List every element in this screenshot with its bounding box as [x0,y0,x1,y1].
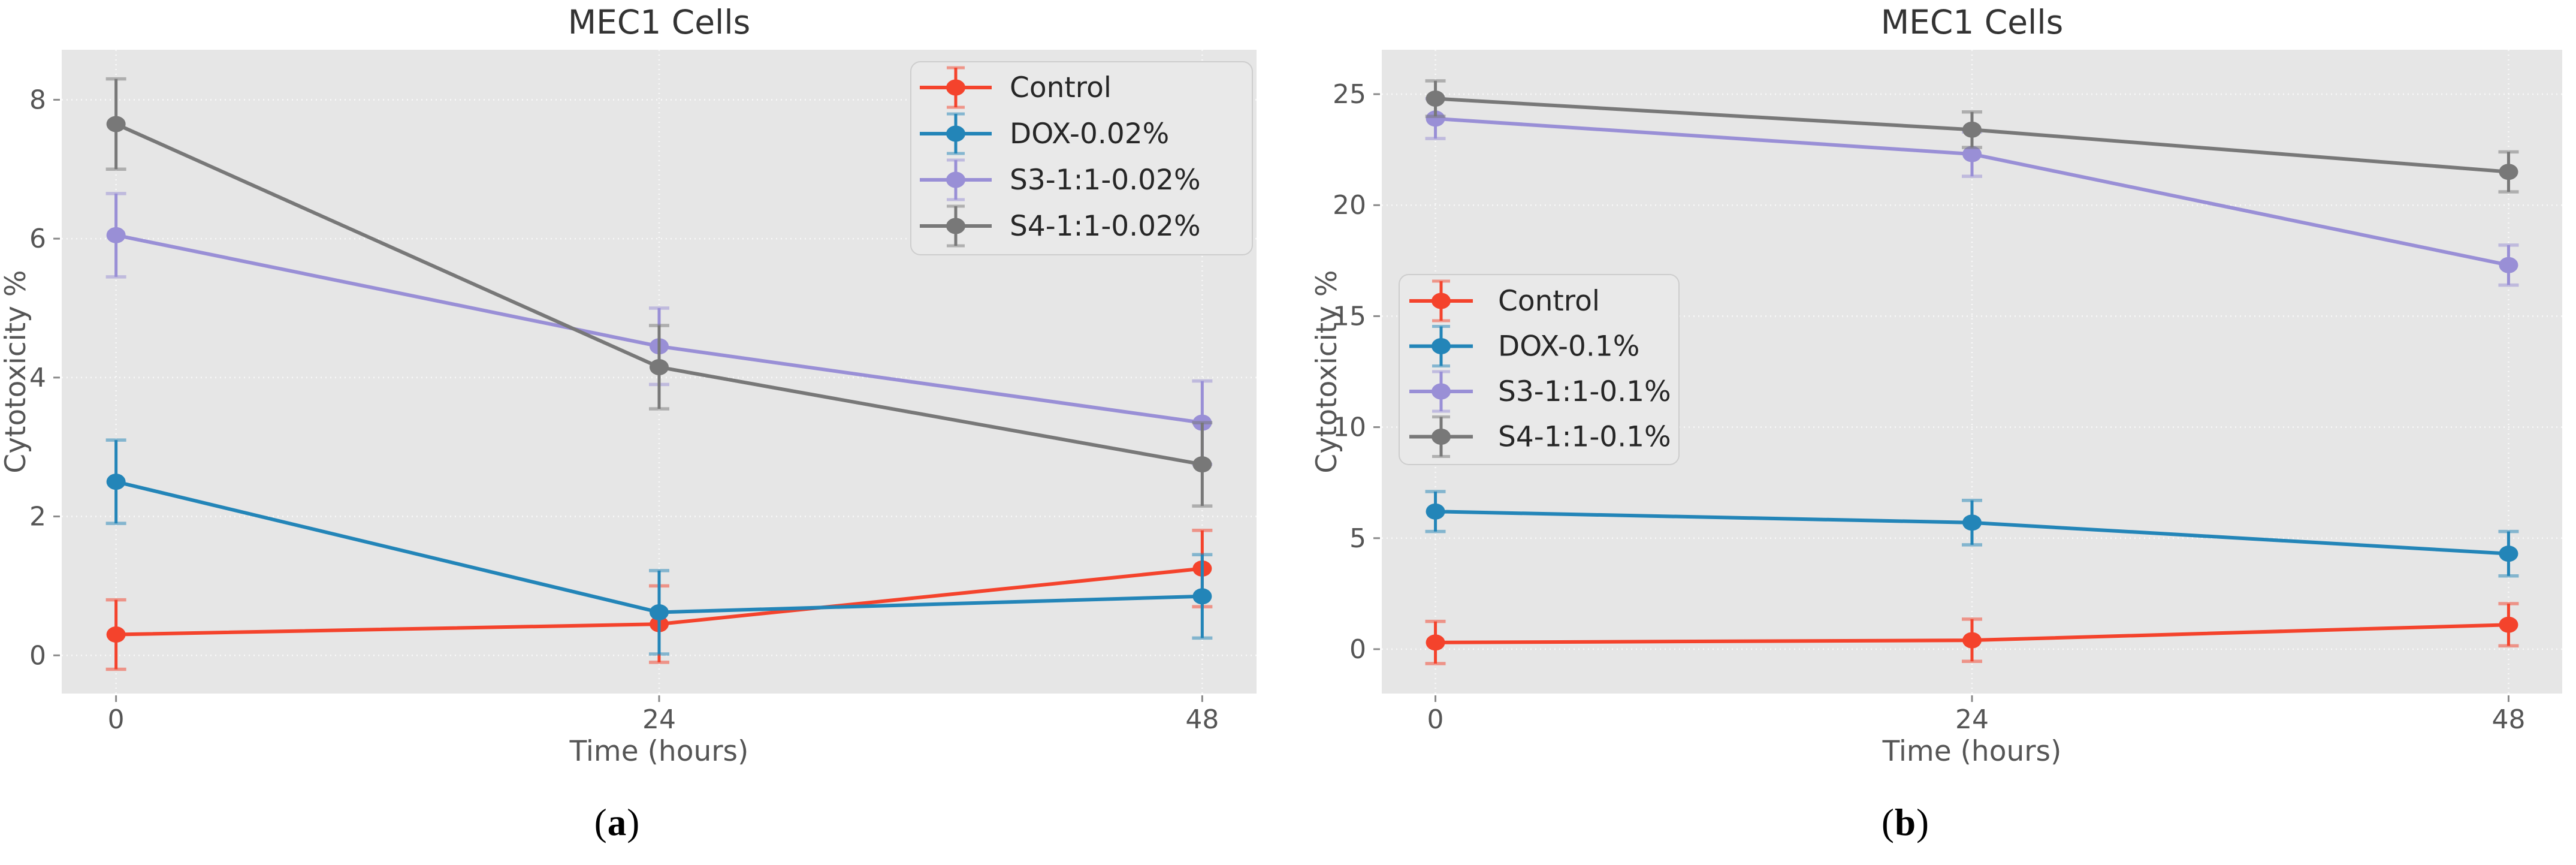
y-tick-label: 15 [1333,301,1366,331]
legend-label: S4-1:1-0.1% [1498,421,1671,454]
y-tick-label: 0 [1349,634,1366,665]
legend-marker-dot [1432,383,1451,400]
data-point-S4-1:1-0.02%-24h [650,358,669,375]
legend-label: DOX-0.1% [1498,330,1639,363]
legend-label: S4-1:1-0.02% [1010,210,1201,243]
legend-label: DOX-0.02% [1010,117,1169,150]
legend-label: Control [1010,71,1112,104]
y-axis-label: Cytotoxicity % [0,270,32,473]
y-tick-label: 0 [29,640,46,671]
y-tick-label: 4 [29,363,46,393]
y-tick-label: 10 [1333,412,1366,443]
data-point-Control-0h [106,626,126,643]
legend-label: S3-1:1-0.1% [1498,375,1671,408]
data-point-S4-1:1-0.1%-48h [2499,164,2518,180]
legend-marker-dot [946,125,965,142]
data-point-S4-1:1-0.1%-24h [1962,121,1982,138]
data-point-DOX-0.1%-24h [1962,514,1982,531]
y-tick-label: 20 [1333,190,1366,221]
y-tick-label: 2 [29,502,46,532]
data-point-Control-0h [1426,634,1445,651]
legend-marker-dot [1432,429,1451,445]
data-point-S3-1:1-0.1%-48h [2499,257,2518,273]
data-point-Control-48h [2499,616,2518,633]
data-point-DOX-0.1%-0h [1426,503,1445,520]
x-tick-label: 48 [1185,704,1219,735]
legend-label: Control [1498,285,1600,318]
data-point-S4-1:1-0.02%-48h [1192,456,1212,473]
data-point-S3-1:1-0.1%-24h [1962,146,1982,162]
data-point-S4-1:1-0.1%-0h [1426,90,1445,107]
legend-box [910,61,1253,255]
x-tick-label: 0 [108,704,125,735]
chart-title: MEC1 Cells [568,3,751,41]
x-tick-label: 24 [642,704,676,735]
legend-marker-dot [1432,338,1451,354]
subfigure-caption-a: (a) [594,801,641,843]
y-tick-label: 8 [29,85,46,115]
y-axis-label: Cytotoxicity % [1310,270,1343,473]
x-tick-label: 24 [1955,704,1989,735]
x-axis-label: Time (hours) [1882,735,2062,768]
legend-marker-dot [946,79,965,96]
data-point-S3-1:1-0.1%-0h [1426,110,1445,127]
legend-marker-dot [1432,293,1451,309]
legend-marker-dot [946,218,965,234]
chart-title: MEC1 Cells [1881,3,2064,41]
subfigure-b: 0 5 10 15 20 25 0 24 48 MEC1 Cells Time (hours) Cyt… [1288,0,2576,865]
y-tick-label: 6 [29,224,46,254]
subfigure-caption-b: (b) [1881,801,1930,843]
x-axis-label: Time (hours) [569,735,749,768]
data-point-DOX-0.02%-48h [1192,588,1212,605]
data-point-DOX-0.02%-0h [106,474,126,490]
y-tick-label: 5 [1349,523,1366,554]
x-tick-label: 0 [1427,704,1444,735]
x-tick-label: 48 [2492,704,2525,735]
chart-b-mec1-cells: 0 5 10 15 20 25 0 24 48 MEC1 Cells Time (hours) Cyt… [1310,3,2562,768]
legend-marker-dot [946,171,965,188]
legend-box [1399,274,1680,465]
data-point-S4-1:1-0.02%-0h [106,116,126,132]
y-tick-label: 25 [1333,79,1366,110]
subfigure-a: 0 2 4 6 8 0 24 48 MEC1 Cells Time (hours) Cytotoxi… [0,3,1257,843]
data-point-Control-24h [1962,632,1982,649]
data-point-S3-1:1-0.02%-0h [106,227,126,243]
data-point-DOX-0.1%-48h [2499,545,2518,562]
data-point-DOX-0.02%-24h [650,604,669,620]
legend-label: S3-1:1-0.02% [1010,164,1201,197]
